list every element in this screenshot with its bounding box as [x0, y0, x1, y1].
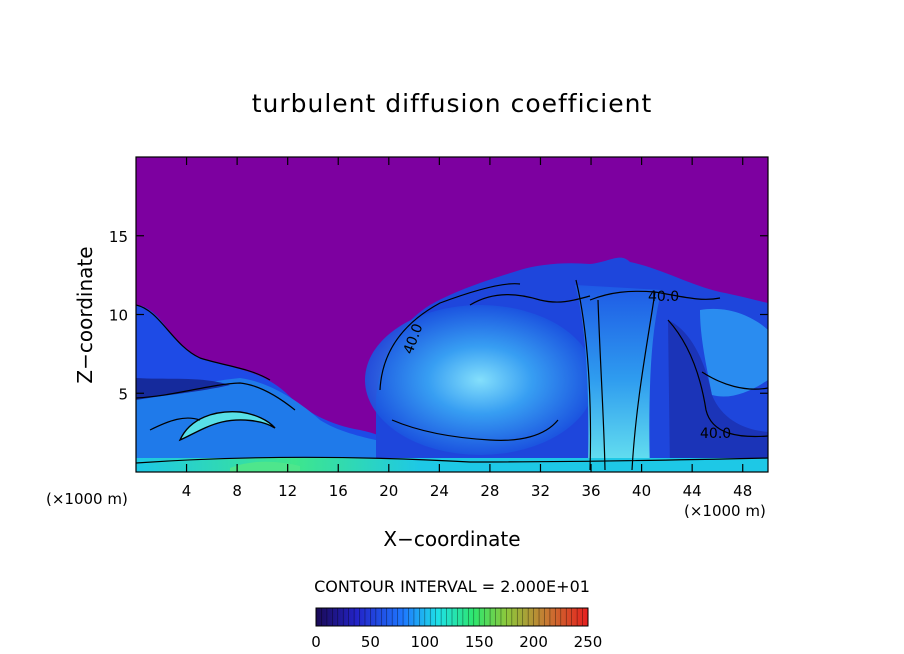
y-tick-label: 15	[109, 228, 128, 246]
contour-label: 40.0	[648, 289, 679, 305]
right-shear-zone	[668, 320, 768, 472]
x-tick-label: 36	[581, 482, 600, 500]
colorbar-tick-label: 100	[410, 633, 439, 651]
x-axis-ticks: 4 8 12 16 20 24 28 32 36 40 44 48	[182, 157, 752, 500]
x-tick-label: 20	[379, 482, 398, 500]
colorbar-tick-label: 200	[519, 633, 548, 651]
contour-line	[575, 279, 592, 471]
vortex-core	[365, 305, 595, 455]
contour-line	[469, 294, 591, 306]
x-tick-label: 16	[329, 482, 348, 500]
left-lower-band	[136, 378, 420, 472]
contour-line	[391, 419, 559, 441]
colorbar-tick-label: 250	[574, 633, 603, 651]
contour-line	[589, 290, 721, 301]
x-tick-label: 12	[278, 482, 297, 500]
x-tick-label: 8	[232, 482, 242, 500]
x-tick-label: 40	[632, 482, 651, 500]
contour-lines	[136, 279, 768, 471]
contour-line	[136, 304, 271, 381]
central-plume	[575, 285, 662, 472]
contour-line	[701, 371, 768, 390]
x-unit-left: (×1000 m)	[46, 490, 128, 508]
contour-line	[149, 417, 201, 431]
left-dark-band	[136, 378, 230, 400]
chart-title: turbulent diffusion coefficient	[252, 89, 653, 118]
plot-area: 40.0 40.0 40.0	[136, 157, 768, 472]
x-unit-right: (×1000 m)	[684, 502, 766, 520]
x-tick-label: 32	[531, 482, 550, 500]
contour-line	[631, 291, 656, 471]
x-tick-label: 4	[182, 482, 192, 500]
y-axis-ticks: 5 10 15	[109, 228, 768, 403]
contour-label: 40.0	[700, 426, 731, 442]
contour-line	[379, 283, 521, 391]
x-tick-label: 24	[430, 482, 449, 500]
contour-line	[136, 456, 768, 464]
contour-line	[136, 382, 296, 411]
x-axis-label: X−coordinate	[383, 527, 520, 551]
y-tick-label: 5	[118, 385, 128, 403]
colorbar-ticks: 0 50 100 150 200 250	[311, 633, 602, 651]
surface-hotspot	[230, 461, 300, 472]
x-tick-label: 48	[733, 482, 752, 500]
contour-interval: CONTOUR INTERVAL = 2.000E+01	[314, 577, 590, 596]
colorbar-levels	[321, 608, 583, 626]
right-eddy	[700, 308, 768, 397]
y-axis-label: Z−coordinate	[73, 246, 97, 383]
contour-line	[667, 319, 768, 438]
colorbar-tick-label: 150	[465, 633, 494, 651]
left-arc	[178, 411, 276, 442]
y-tick-label: 10	[109, 307, 128, 325]
x-tick-label: 28	[480, 482, 499, 500]
contour-line	[597, 299, 606, 471]
x-tick-label: 44	[683, 482, 702, 500]
colorbar-tick-label: 50	[361, 633, 380, 651]
colorbar-tick-label: 0	[311, 633, 321, 651]
